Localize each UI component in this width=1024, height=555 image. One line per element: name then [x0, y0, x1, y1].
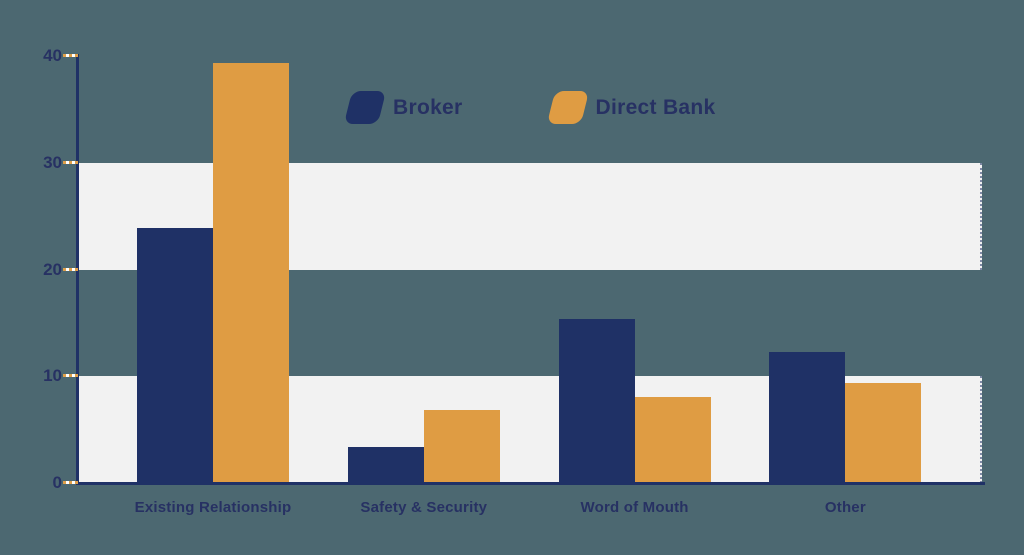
legend-item-broker: Broker [343, 91, 463, 124]
bar-broker-word-of-mouth [558, 318, 635, 483]
y-tick-dash-icon [63, 267, 78, 271]
y-tick-label: 30 [43, 152, 62, 172]
bar-direct-bank-safety-security [423, 410, 500, 483]
legend-label-direct-bank: Direct Bank [595, 95, 716, 119]
y-tick-dash-icon [63, 374, 78, 378]
broker-swatch-icon [343, 91, 387, 124]
y-tick-dash-icon [63, 160, 78, 164]
x-axis-category-label: Other [824, 499, 866, 516]
legend-label-broker: Broker [393, 95, 463, 119]
y-tick-dash-icon [63, 481, 78, 484]
bar-broker-existing-relationship [137, 227, 213, 483]
x-axis-category-label: Safety & Security [360, 499, 488, 516]
bar-broker-other [769, 351, 846, 483]
y-tick-dash-icon [63, 54, 78, 57]
bar-direct-bank-word-of-mouth [634, 396, 711, 483]
x-axis-line [76, 482, 985, 485]
bar-direct-bank-existing-relationship [213, 63, 289, 483]
legend-item-direct-bank: Direct Bank [546, 91, 716, 124]
y-tick-label: 0 [52, 473, 62, 492]
x-axis-category-label: Word of Mouth [580, 499, 689, 516]
y-tick-label: 10 [43, 366, 62, 386]
direct-bank-swatch-icon [546, 91, 589, 124]
y-tick-label: 40 [43, 46, 62, 65]
x-axis-category-label: Existing Relationship [134, 499, 292, 516]
y-tick-label: 20 [43, 259, 62, 279]
legend: Broker Direct Bank [343, 91, 716, 124]
bar-broker-safety-security [347, 446, 424, 483]
bar-direct-bank-other [845, 382, 922, 483]
